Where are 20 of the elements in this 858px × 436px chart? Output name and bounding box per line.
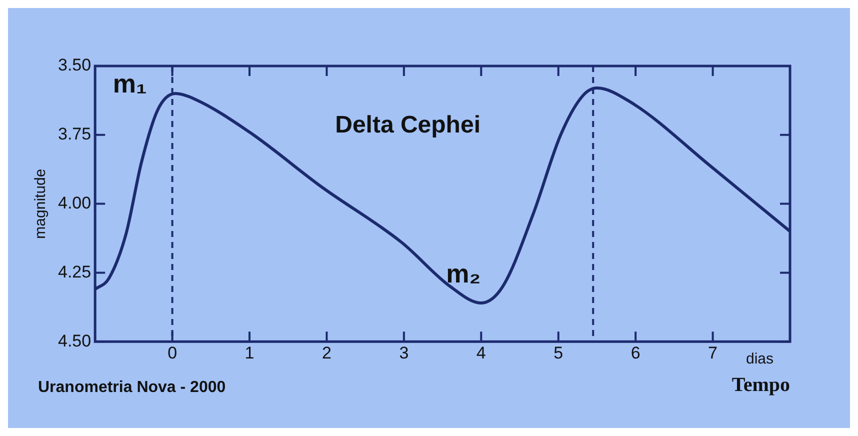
y-tick-label: 3.75 xyxy=(58,124,92,144)
annotation: m₁ xyxy=(112,68,147,98)
x-tick-label: 4 xyxy=(476,343,486,362)
y-tick-label: 3.50 xyxy=(58,56,92,75)
y-axis-title: magnitude xyxy=(32,168,50,239)
x-tick-label: 7 xyxy=(708,343,718,362)
x-axis-title: Tempo xyxy=(732,374,790,396)
x-tick-label: 2 xyxy=(322,343,332,362)
text: Delta Cephei xyxy=(335,112,480,139)
y-tick-label: 4.50 xyxy=(58,331,92,350)
text: dias xyxy=(746,350,774,368)
annotation: m₂ xyxy=(446,258,481,289)
text: Uranometria Nova - 2000 xyxy=(38,379,226,396)
x-tick-label: 1 xyxy=(244,343,254,362)
y-tick-label: 4.25 xyxy=(58,262,92,282)
x-tick-label: 6 xyxy=(630,343,640,362)
x-tick-label: 5 xyxy=(554,343,564,362)
x-tick-label: 0 xyxy=(168,343,178,362)
x-tick-label: 3 xyxy=(399,343,409,362)
y-tick-label: 4.00 xyxy=(58,193,92,212)
